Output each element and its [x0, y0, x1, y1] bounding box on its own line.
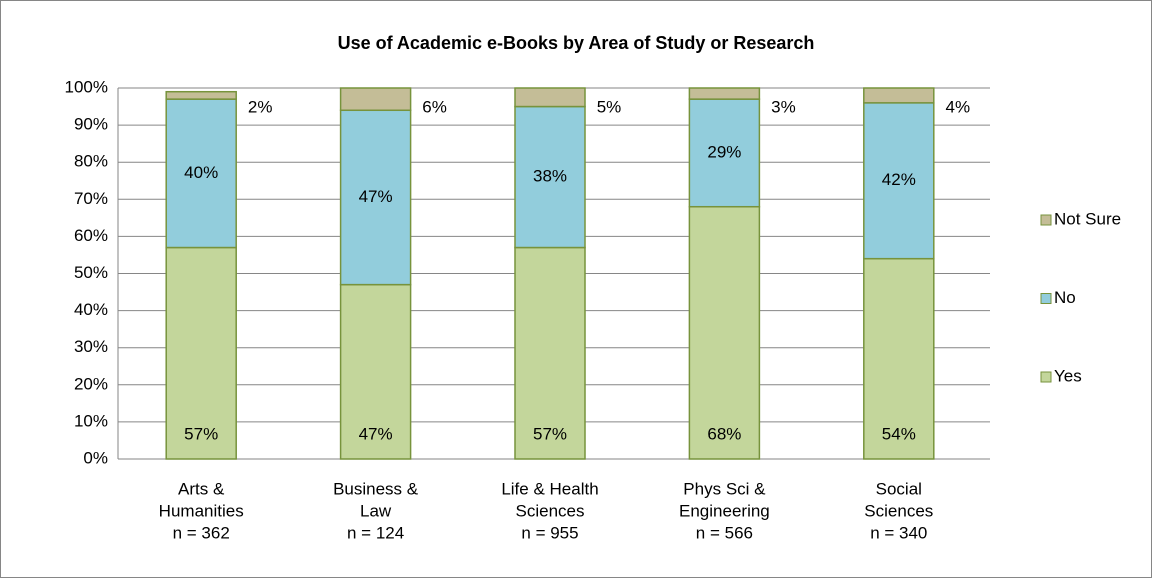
y-tick-label: 100% — [65, 77, 108, 96]
data-label: 57% — [184, 424, 218, 443]
x-tick-label: Sciences — [864, 501, 933, 520]
data-label: 40% — [184, 163, 218, 182]
x-tick-label: Law — [360, 501, 392, 520]
bar-segment — [514, 246, 586, 460]
bar-segment — [688, 205, 761, 460]
y-tick-label: 80% — [74, 152, 108, 171]
data-label: 38% — [533, 167, 567, 186]
bar-segment — [339, 109, 412, 286]
legend-label: Not Sure — [1054, 209, 1121, 228]
legend-swatch — [1040, 214, 1052, 226]
x-tick-label: Business & — [333, 479, 419, 498]
bar-segment — [863, 102, 935, 260]
y-tick-label: 60% — [74, 226, 108, 245]
x-tick-label: n = 340 — [870, 523, 927, 542]
bar-segment — [514, 105, 586, 249]
data-label: 2% — [248, 97, 273, 116]
data-label: 54% — [882, 424, 916, 443]
bar-segment — [688, 87, 761, 100]
x-tick-label: Phys Sci & — [683, 479, 766, 498]
x-tick-label: Engineering — [679, 501, 770, 520]
legend-swatch — [1040, 371, 1052, 383]
y-tick-label: 30% — [74, 337, 108, 356]
x-tick-label: n = 566 — [696, 523, 753, 542]
bar-segment — [339, 87, 412, 112]
x-tick-label: Social — [876, 479, 922, 498]
data-label: 68% — [707, 424, 741, 443]
data-label: 5% — [597, 97, 622, 116]
legend-label: No — [1054, 288, 1076, 307]
y-tick-label: 0% — [83, 448, 108, 467]
y-tick-label: 70% — [74, 189, 108, 208]
x-tick-label: n = 124 — [347, 523, 404, 542]
data-label: 4% — [946, 97, 971, 116]
x-tick-label: Humanities — [159, 501, 244, 520]
x-tick-label: Life & Health — [501, 479, 598, 498]
chart-title: Use of Academic e-Books by Area of Study… — [338, 33, 815, 53]
y-tick-label: 40% — [74, 300, 108, 319]
y-tick-label: 50% — [74, 263, 108, 282]
bar-segment — [165, 90, 237, 100]
data-label: 47% — [359, 187, 393, 206]
data-label: 29% — [707, 142, 741, 161]
y-tick-label: 20% — [74, 374, 108, 393]
x-tick-label: Arts & — [178, 479, 225, 498]
bar-segment — [688, 98, 761, 208]
legend-label: Yes — [1054, 366, 1082, 385]
data-label: 6% — [422, 97, 447, 116]
bar-segment — [863, 87, 935, 104]
y-tick-label: 10% — [74, 411, 108, 430]
data-label: 57% — [533, 424, 567, 443]
data-label: 47% — [359, 424, 393, 443]
x-tick-label: n = 362 — [173, 523, 230, 542]
bar-segment — [514, 87, 586, 108]
x-tick-label: n = 955 — [521, 523, 578, 542]
y-tick-label: 90% — [74, 115, 108, 134]
data-label: 3% — [771, 97, 796, 116]
data-label: 42% — [882, 170, 916, 189]
legend-swatch — [1040, 293, 1052, 304]
x-tick-label: Sciences — [516, 501, 585, 520]
